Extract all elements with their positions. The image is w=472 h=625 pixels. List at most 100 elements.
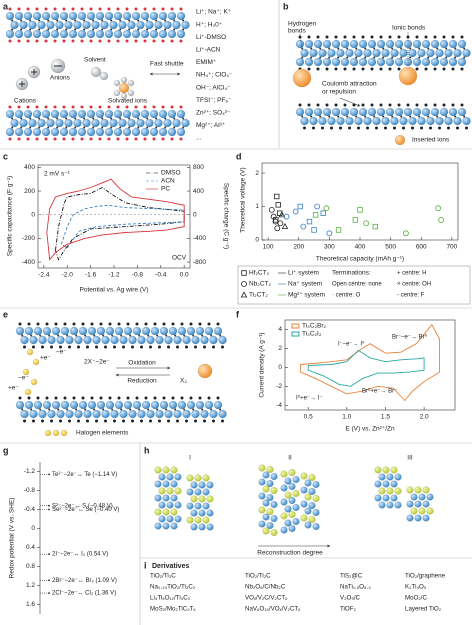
label: Coulomb attraction (322, 81, 377, 88)
ion-label: Li⁺-ACN (196, 47, 221, 54)
atom (307, 35, 311, 39)
atom (158, 11, 168, 21)
atom (128, 126, 131, 129)
atom (394, 473, 402, 481)
atom (122, 345, 125, 349)
atom (32, 109, 42, 119)
atom (128, 28, 131, 31)
atom (42, 400, 52, 410)
atom (38, 19, 41, 22)
atom (24, 326, 34, 336)
atom (454, 56, 457, 59)
y-tick-label: 2 (255, 170, 259, 177)
atom (129, 334, 132, 337)
atom (319, 56, 322, 59)
atom (280, 470, 288, 478)
ion-label: Mg²⁺; Al³⁺ (196, 122, 226, 129)
atom (183, 334, 186, 337)
x-tick-label: 300 (324, 244, 335, 251)
atom (41, 109, 51, 119)
atom (162, 522, 170, 530)
atom (213, 400, 223, 410)
atom (149, 345, 152, 349)
atom (330, 126, 333, 130)
atom (182, 117, 185, 120)
atom (202, 474, 210, 482)
atom (11, 117, 14, 120)
legend-label: ACN (161, 178, 175, 185)
atom (334, 67, 338, 71)
atom (177, 326, 187, 336)
atom (101, 28, 104, 31)
atom (71, 105, 75, 109)
atom (74, 117, 77, 120)
atom (216, 322, 220, 326)
atom (110, 19, 113, 22)
atom (134, 7, 138, 11)
atom (152, 7, 156, 11)
atom (126, 322, 130, 326)
atom (20, 409, 29, 419)
axis-label: Current density (A g⁻¹) (259, 332, 266, 397)
atom (318, 116, 327, 126)
atom (33, 400, 43, 410)
atom (406, 500, 414, 508)
cv-curve (46, 178, 185, 261)
atom (331, 57, 341, 67)
atom (325, 35, 329, 39)
atom (116, 7, 120, 11)
point (357, 207, 363, 213)
atom (26, 137, 30, 141)
atom (134, 105, 138, 109)
atom (119, 117, 122, 120)
atom (312, 508, 320, 517)
atom (5, 11, 15, 21)
atom (162, 480, 170, 488)
atom (35, 7, 39, 11)
atom (190, 509, 198, 517)
x-tick-label: -2.0 (62, 272, 74, 279)
atom (415, 103, 419, 107)
y-tick-label: 0.4 (26, 544, 35, 551)
atom (82, 118, 91, 128)
legend-label: Li⁺ system (288, 270, 319, 277)
atom (402, 126, 405, 130)
atom (313, 107, 323, 117)
point (240, 291, 248, 298)
atom (120, 76, 128, 84)
atom (295, 39, 305, 49)
ion-label: TFSI⁻; PF₆⁻ (196, 97, 232, 104)
atom (218, 335, 227, 345)
atom (185, 345, 188, 349)
plus-sign (31, 69, 37, 75)
atom (198, 481, 206, 489)
atom (131, 29, 141, 39)
atom (374, 480, 382, 488)
atom (386, 487, 394, 495)
atom (104, 29, 114, 39)
atom (430, 39, 440, 49)
atom (340, 39, 350, 49)
atom (111, 334, 114, 337)
atom (146, 335, 155, 345)
atom (421, 107, 431, 117)
atom (29, 28, 32, 31)
x-tick-label: 0.5 (304, 414, 313, 421)
atom (288, 496, 296, 505)
atom (90, 396, 94, 400)
atom (165, 334, 168, 337)
atom (262, 513, 270, 521)
atom (116, 39, 120, 43)
atom (72, 396, 76, 400)
atom (165, 408, 168, 411)
y-tick-label: 200 (24, 188, 35, 195)
atom (62, 39, 66, 43)
atom (120, 408, 123, 411)
atom (408, 116, 417, 126)
atom (262, 527, 270, 535)
atom (424, 35, 428, 39)
atom (24, 388, 32, 396)
level-dot (48, 504, 50, 507)
atom (379, 67, 383, 71)
atom (390, 466, 398, 474)
